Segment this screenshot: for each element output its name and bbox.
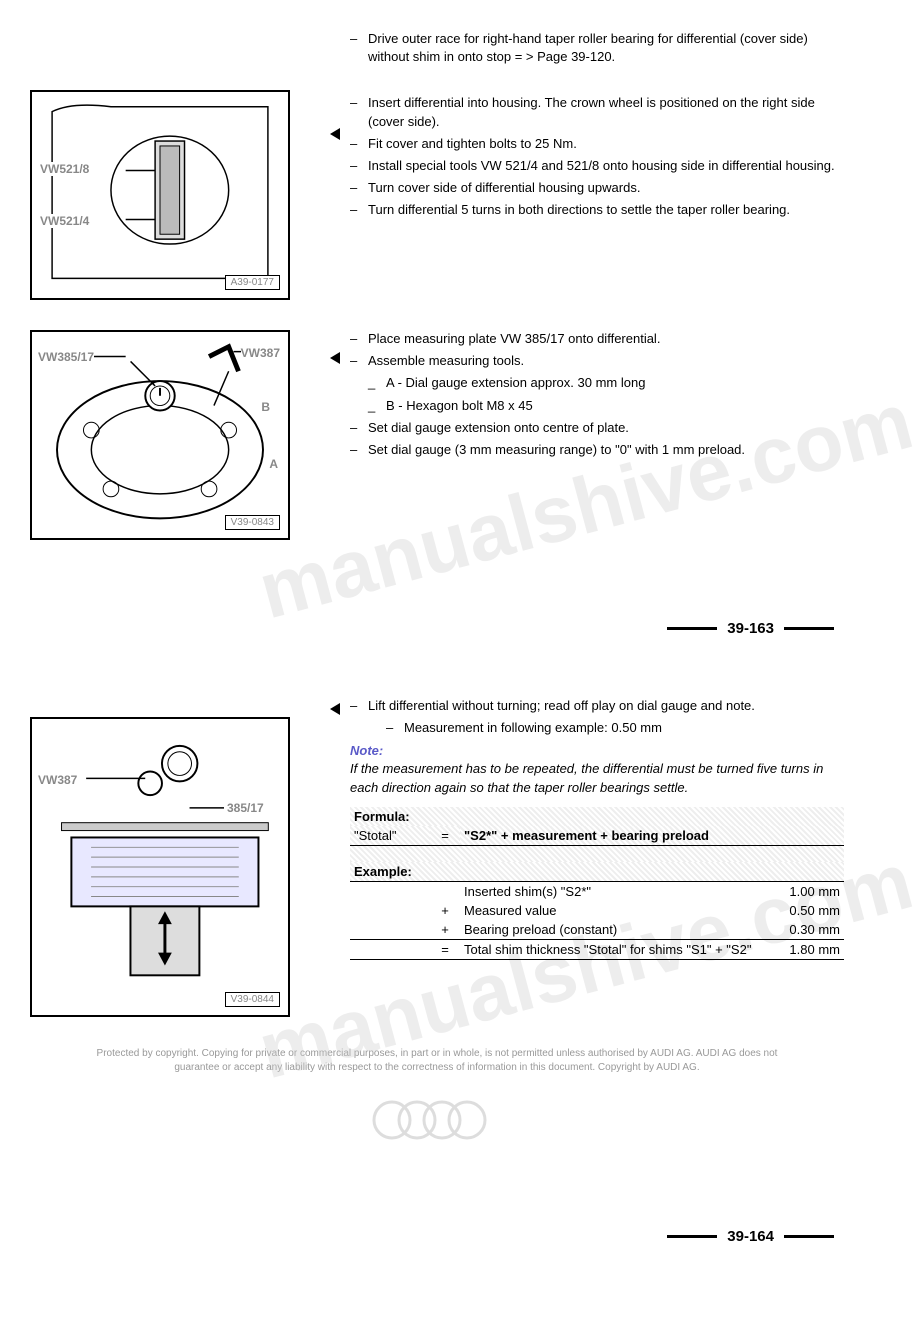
fig2-label-a: VW385/17 <box>38 350 94 364</box>
list-item: –Turn cover side of differential housing… <box>350 179 844 197</box>
fig1-ref: A39-0177 <box>225 275 280 290</box>
fig2-ref: V39-0843 <box>225 515 280 530</box>
list-item: –Install special tools VW 521/4 and 521/… <box>350 157 844 175</box>
section2-list: –Place measuring plate VW 385/17 onto di… <box>350 330 844 459</box>
ex-val: 1.80 mm <box>764 940 844 959</box>
note-body: If the measurement has to be repeated, t… <box>350 760 844 796</box>
list-item: –Lift differential without turning; read… <box>350 697 844 715</box>
formula-header: Formula: <box>350 807 844 826</box>
note-heading: Note: <box>350 743 844 758</box>
op <box>430 882 460 901</box>
section-1: VW521/8 VW521/4 A39-0177 –Drive outer ra… <box>30 30 844 300</box>
fig2-label-c: B <box>261 400 270 414</box>
list-item: –Fit cover and tighten bolts to 25 Nm. <box>350 135 844 153</box>
op: + <box>430 901 460 920</box>
ex-label: Inserted shim(s) "S2*" <box>460 882 764 901</box>
list-item: –Set dial gauge (3 mm measuring range) t… <box>350 441 844 459</box>
list-item: –Turn differential 5 turns in both direc… <box>350 201 844 219</box>
fig2-label-b: VW387 <box>241 346 280 360</box>
fig3-label-a: VW387 <box>38 773 77 787</box>
figure-3: VW387 385/17 V39-0844 <box>30 717 290 1017</box>
section-2: VW385/17 VW387 B A V39-0843 –Place measu… <box>30 330 844 540</box>
formula-eq: = <box>430 826 460 845</box>
example-header: Example: <box>350 862 844 882</box>
list-item: –Drive outer race for right-hand taper r… <box>350 30 844 66</box>
op: + <box>430 920 460 939</box>
list-item: –Set dial gauge extension onto centre of… <box>350 419 844 437</box>
logo-area <box>30 1095 844 1148</box>
figure-1: VW521/8 VW521/4 A39-0177 <box>30 90 290 300</box>
pointer-icon <box>330 128 340 140</box>
ex-val: 0.50 mm <box>764 901 844 920</box>
list-item: –Insert differential into housing. The c… <box>350 94 844 130</box>
op: = <box>430 940 460 959</box>
list-item: –Assemble measuring tools. <box>350 352 844 370</box>
section1-list: –Drive outer race for right-hand taper r… <box>350 30 844 220</box>
list-item: _A - Dial gauge extension approx. 30 mm … <box>350 374 844 392</box>
ex-val: 0.30 mm <box>764 920 844 939</box>
pointer-icon <box>330 352 340 364</box>
formula-rhs: "S2*" + measurement + bearing preload <box>460 826 844 845</box>
spacer <box>350 70 844 90</box>
section-3: VW387 385/17 V39-0844 –Lift differential… <box>30 697 844 1017</box>
list-item: –Place measuring plate VW 385/17 onto di… <box>350 330 844 348</box>
ex-label: Bearing preload (constant) <box>460 920 764 939</box>
section3-list: –Lift differential without turning; read… <box>350 697 844 737</box>
copyright-text: Protected by copyright. Copying for priv… <box>90 1047 784 1075</box>
list-item: _B - Hexagon bolt M8 x 45 <box>350 397 844 415</box>
figure-2: VW385/17 VW387 B A V39-0843 <box>30 330 290 540</box>
formula-table: Formula: "Stotal" = "S2*" + measurement … <box>350 807 844 960</box>
page-number-2: 39-164 <box>0 1208 914 1275</box>
page-number-1: 39-163 <box>0 600 914 667</box>
fig2-label-d: A <box>269 457 278 471</box>
ex-label: Total shim thickness "Stotal" for shims … <box>460 940 764 959</box>
list-item: –Measurement in following example: 0.50 … <box>350 719 844 737</box>
fig3-label-b: 385/17 <box>227 801 264 815</box>
formula-lhs: "Stotal" <box>350 826 430 845</box>
ex-label: Measured value <box>460 901 764 920</box>
pointer-icon <box>330 703 340 715</box>
fig3-ref: V39-0844 <box>225 992 280 1007</box>
fig1-label-a: VW521/8 <box>40 162 89 176</box>
ex-val: 1.00 mm <box>764 882 844 901</box>
fig1-label-b: VW521/4 <box>40 214 89 228</box>
